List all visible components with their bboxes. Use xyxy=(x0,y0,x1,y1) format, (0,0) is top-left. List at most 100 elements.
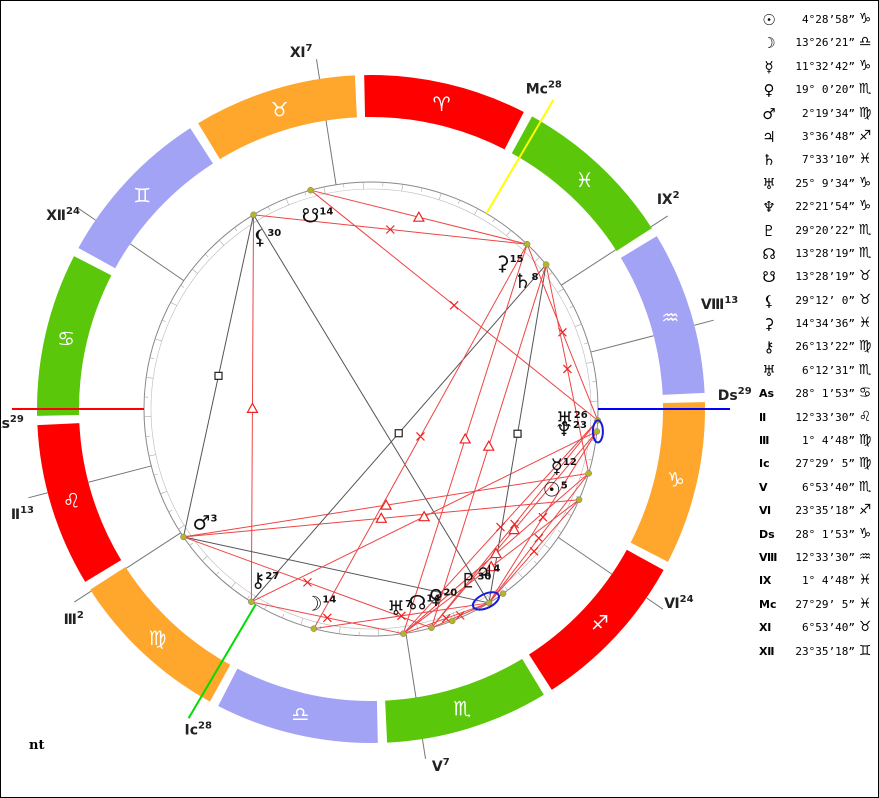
degree-tick xyxy=(267,206,271,211)
degree-tick xyxy=(474,208,478,215)
legend-sign: ♌ xyxy=(858,408,872,425)
degree-tick xyxy=(161,319,166,323)
planet-glyph-chiron: ⚷27 xyxy=(251,568,280,592)
degree-tick xyxy=(338,626,341,634)
aspect-glyph-opposition xyxy=(322,613,332,623)
house-cusp-outer-ii xyxy=(28,492,48,499)
house-cusp-vi xyxy=(557,536,613,575)
degree-tick xyxy=(557,530,562,533)
legend-row-house-8: Ⅸ 1° 4’48” ♓ xyxy=(759,572,875,595)
house-cusp-xii xyxy=(129,243,185,282)
degree-tick xyxy=(264,603,268,610)
aspect-glyph-opposition xyxy=(534,533,544,543)
degree-tick xyxy=(160,491,168,495)
degree-tick xyxy=(281,614,285,619)
legend-row-pluto: ♇ 29°20’22” ♏ xyxy=(759,222,875,245)
degree-tick xyxy=(453,612,457,620)
planet-dot-mercury xyxy=(585,470,592,477)
legend-longitude: 14°34’36” xyxy=(795,317,855,331)
legend-longitude: 1° 4’48” xyxy=(795,434,855,448)
aspect-glyph-opposition xyxy=(510,519,519,529)
legend-sign: ♊ xyxy=(858,642,872,659)
house-label-viii: Ⅷ13 xyxy=(701,295,738,313)
sign-segment-leo xyxy=(37,423,122,582)
aspect-glyph-opposition xyxy=(416,432,425,441)
legend-longitude: 22°21’54” xyxy=(795,200,855,214)
sign-glyph-libra: ♎ xyxy=(291,702,309,726)
legend-sign: ♓ xyxy=(858,151,872,168)
legend-row-house-4: Ⅴ 6°53’40” ♏ xyxy=(759,479,875,502)
aspect-glyph-trine xyxy=(246,402,259,413)
degree-tick xyxy=(218,240,225,246)
legend-sign: ♏ xyxy=(858,244,872,261)
degree-tick xyxy=(155,338,162,342)
house-cusp-outer-xi xyxy=(315,59,321,80)
legend-symbol: ☽ xyxy=(762,34,776,53)
house-cusp-viii xyxy=(590,335,654,353)
legend-sign: ♐ xyxy=(858,127,872,144)
sign-segment-sagittarius xyxy=(529,549,664,690)
legend-sign: ♉ xyxy=(858,619,872,636)
legend-longitude: 3°36’48” xyxy=(795,129,855,143)
degree-tick xyxy=(548,272,553,276)
degree-tick xyxy=(148,454,156,457)
degree-tick xyxy=(247,595,250,600)
legend-sign: ♏ xyxy=(858,81,872,98)
planet-dot-snode xyxy=(307,186,314,194)
sign-glyph-taurus: ♉ xyxy=(271,98,289,122)
sign-glyph-sagittarius: ♐ xyxy=(591,611,609,635)
sign-glyph-leo: ♌ xyxy=(63,488,81,512)
legend-longitude: 4°28’58” xyxy=(795,13,855,26)
degree-tick xyxy=(285,198,289,206)
legend-longitude: 19° 0’20” xyxy=(795,83,855,97)
planet-dot-neptune xyxy=(593,428,601,435)
degree-tick xyxy=(204,253,209,258)
sign-segment-aquarius xyxy=(620,236,705,395)
legend-sign: ♍ xyxy=(858,432,872,449)
planet-legend: ☉ 4°28’58” ♑ ☽ 13°26’21” ♎ ☿ 11°32’42” ♑ ♀ 19° 0’… xyxy=(759,11,875,666)
sign-segment-libra xyxy=(218,668,378,743)
degree-tick xyxy=(304,191,307,196)
legend-longitude: 13°28’19” xyxy=(795,270,855,284)
aspect-glyph-opposition xyxy=(496,522,505,532)
aspect-glyph-trine xyxy=(380,498,393,510)
sign-segment-taurus xyxy=(198,75,357,160)
planet-dot-eris xyxy=(400,630,407,637)
degree-tick xyxy=(230,582,236,588)
degree-tick xyxy=(457,199,461,204)
legend-symbol: Ⅻ xyxy=(759,644,775,658)
legend-sign: ♒ xyxy=(858,548,872,565)
planet-glyph-saturn: ♄8 xyxy=(514,269,539,293)
aspect-glyph-opposition xyxy=(441,613,451,623)
legend-symbol: ☉ xyxy=(762,11,776,29)
aspect-line xyxy=(183,536,490,604)
legend-row-uranus: ♅ 25° 9’34” ♑ xyxy=(759,175,875,198)
legend-longitude: 28° 1’53” xyxy=(795,387,855,401)
legend-row-mars: ♂ 2°19’34” ♍ xyxy=(759,105,875,128)
house-cusp-iii xyxy=(125,532,182,569)
legend-symbol: ♆ xyxy=(762,198,776,217)
aspect-glyph-trine xyxy=(482,439,495,451)
planet-glyph-lilith: ⚸30 xyxy=(253,225,282,249)
legend-symbol: Ⅺ xyxy=(759,621,772,635)
planet-glyph-pluto: ♇30 xyxy=(460,569,492,593)
degree-tick xyxy=(170,302,177,306)
planet-dot-mars xyxy=(180,533,187,541)
house-cusp-xi xyxy=(325,120,337,185)
house-cusp-v xyxy=(405,633,417,698)
aspect-glyph-square xyxy=(513,429,522,438)
legend-symbol: ♇ xyxy=(762,221,776,240)
degree-tick xyxy=(153,473,158,476)
legend-sign: ♉ xyxy=(858,291,872,308)
aspect-glyph-opposition xyxy=(303,577,312,587)
sign-glyph-gemini: ♊ xyxy=(133,183,151,207)
legend-row-house-1: Ⅱ 12°33’30” ♌ xyxy=(759,409,875,432)
legend-sign: ♍ xyxy=(858,104,872,121)
degree-tick xyxy=(534,256,540,263)
aspect-glyph-trine xyxy=(459,432,472,444)
legend-symbol: Ⅱ xyxy=(759,410,767,424)
legend-symbol: ⚷ xyxy=(763,338,775,357)
house-label-xi: Ⅺ7 xyxy=(290,43,313,61)
aspect-glyph-opposition xyxy=(396,611,406,621)
